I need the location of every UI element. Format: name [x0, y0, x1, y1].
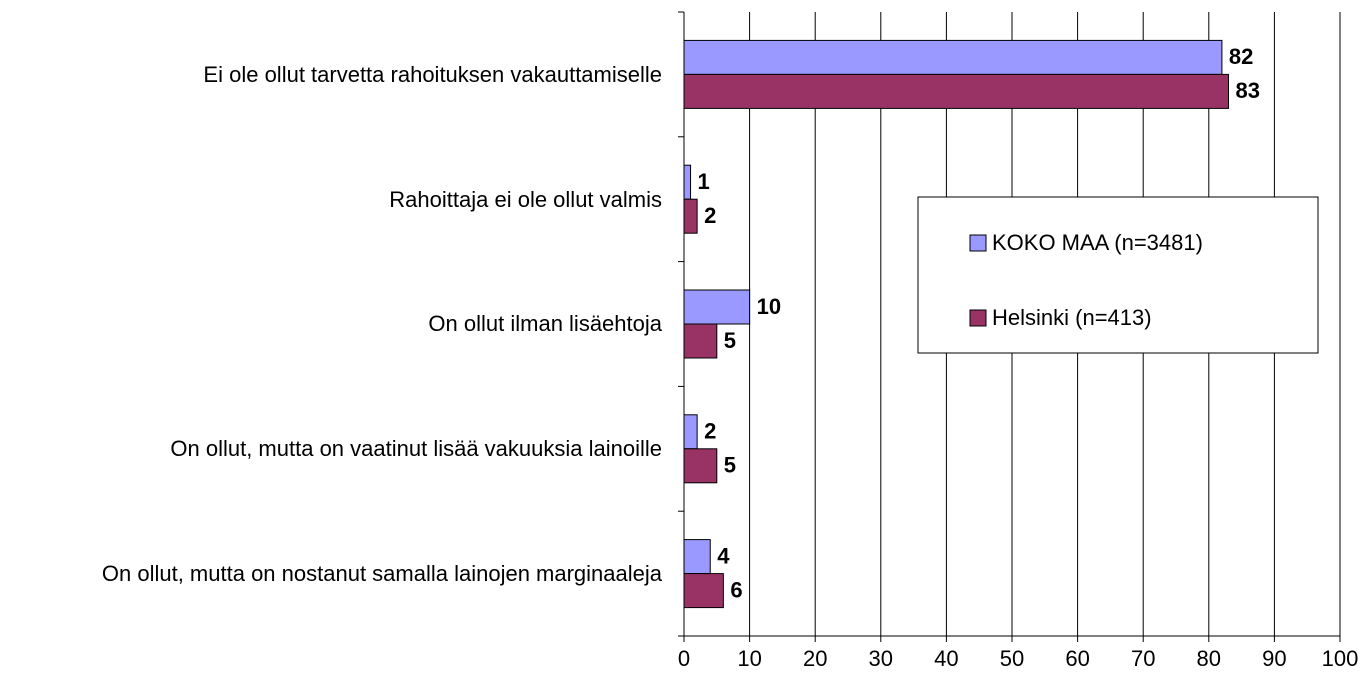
value-label: 5 — [724, 328, 736, 353]
value-label: 2 — [704, 203, 716, 228]
category-label: On ollut ilman lisäehtoja — [0, 262, 662, 387]
bar — [683, 198, 698, 234]
category-label: On ollut, mutta on vaatinut lisää vakuuk… — [0, 386, 662, 511]
category-text: On ollut ilman lisäehtoja — [428, 311, 662, 337]
value-label: 82 — [1229, 44, 1253, 69]
bar — [683, 164, 692, 200]
legend-swatch — [969, 234, 987, 252]
bar — [683, 289, 751, 325]
value-label: 1 — [698, 169, 710, 194]
bar — [683, 573, 724, 609]
bar — [683, 539, 711, 575]
bar — [683, 323, 718, 359]
category-label: Rahoittaja ei ole ollut valmis — [0, 137, 662, 262]
legend-swatch — [969, 309, 987, 327]
legend: KOKO MAA (n=3481) Helsinki (n=413) — [917, 196, 1319, 354]
category-text: On ollut, mutta on vaatinut lisää vakuuk… — [170, 436, 662, 462]
category-label: On ollut, mutta on nostanut samalla lain… — [0, 511, 662, 636]
bar — [683, 39, 1223, 75]
legend-label: KOKO MAA (n=3481) — [992, 230, 1203, 255]
value-label: 5 — [724, 453, 736, 478]
x-tick-label: 40 — [934, 646, 958, 671]
value-label: 4 — [717, 543, 730, 568]
bar — [683, 414, 698, 450]
x-tick-label: 50 — [1000, 646, 1024, 671]
x-tick-label: 100 — [1322, 646, 1359, 671]
x-tick-label: 20 — [803, 646, 827, 671]
category-label: Ei ole ollut tarvetta rahoituksen vakaut… — [0, 12, 662, 137]
x-tick-label: 80 — [1197, 646, 1221, 671]
category-text: Rahoittaja ei ole ollut valmis — [389, 186, 662, 212]
category-text: On ollut, mutta on nostanut samalla lain… — [101, 561, 662, 587]
bar — [683, 448, 718, 484]
value-label: 10 — [757, 294, 781, 319]
x-tick-label: 10 — [737, 646, 761, 671]
value-label: 83 — [1235, 78, 1259, 103]
bar — [683, 73, 1229, 109]
value-label: 6 — [730, 577, 742, 602]
x-tick-label: 90 — [1262, 646, 1286, 671]
legend-box — [917, 196, 1319, 354]
x-tick-label: 60 — [1065, 646, 1089, 671]
x-tick-label: 30 — [869, 646, 893, 671]
x-tick-label: 70 — [1131, 646, 1155, 671]
category-text: Ei ole ollut tarvetta rahoituksen vakaut… — [203, 61, 662, 87]
value-label: 2 — [704, 419, 716, 444]
x-tick-label: 0 — [678, 646, 690, 671]
legend-label: Helsinki (n=413) — [992, 305, 1152, 330]
